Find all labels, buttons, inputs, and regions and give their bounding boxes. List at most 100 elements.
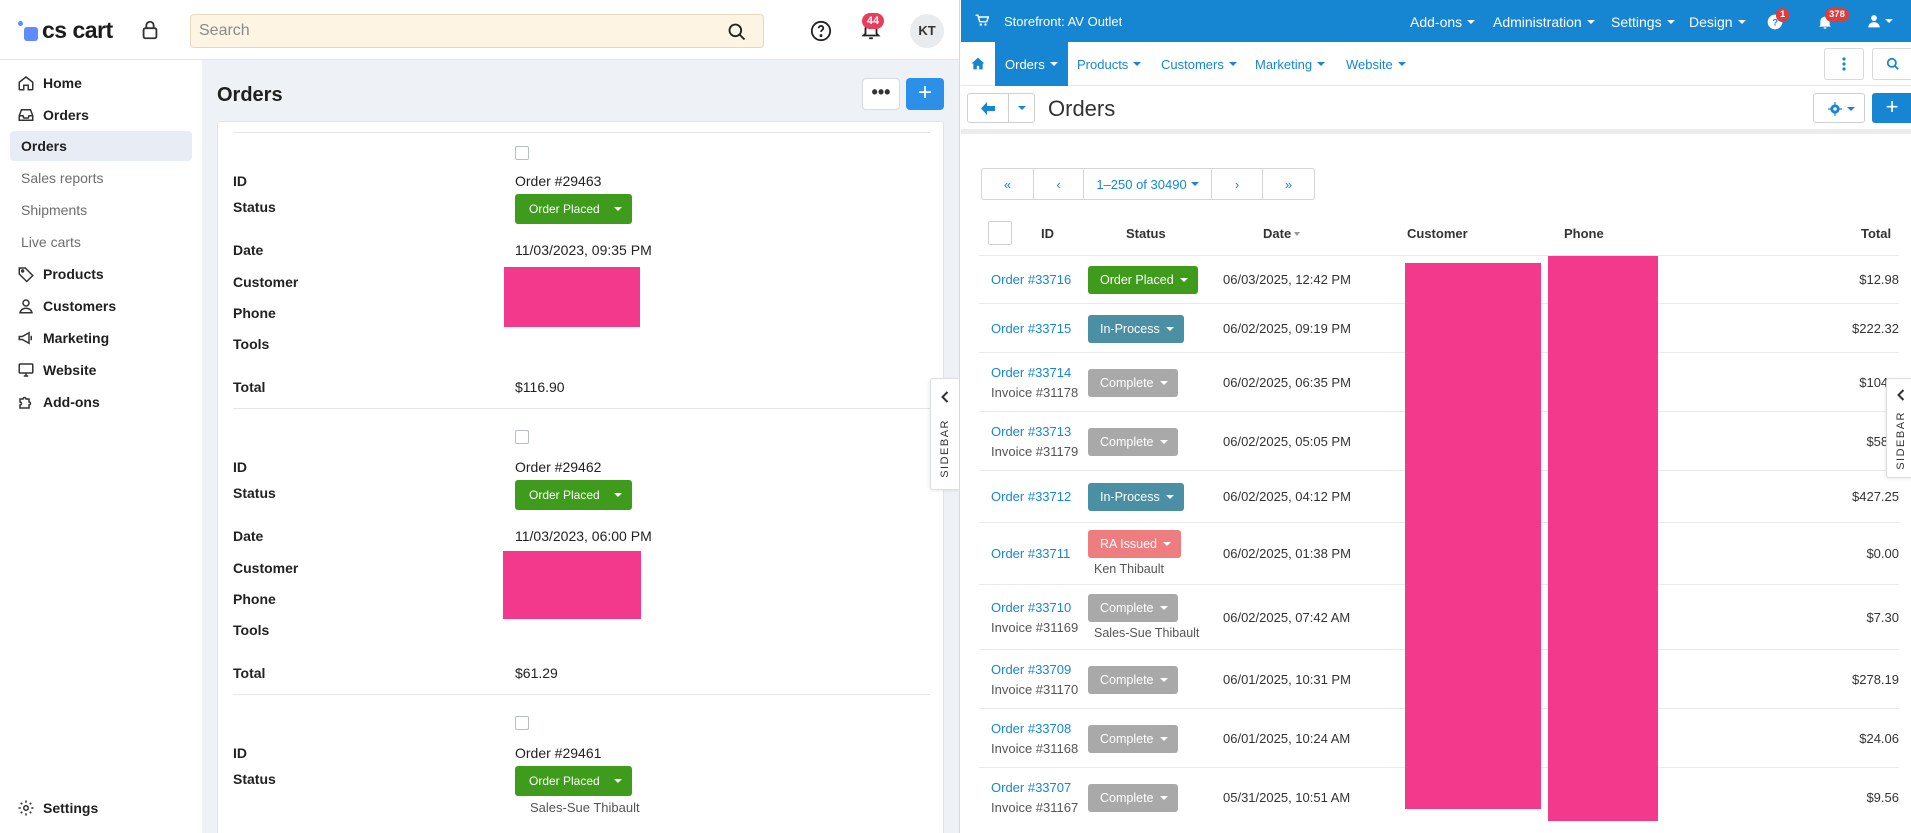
search-button[interactable]	[1872, 48, 1911, 80]
add-order-button[interactable]: +	[1872, 93, 1911, 123]
status-dropdown[interactable]: Complete	[1088, 783, 1178, 812]
order-date: 06/02/2025, 01:38 PM	[1223, 546, 1351, 561]
status-dropdown[interactable]: Complete	[1088, 665, 1178, 694]
last-page-button[interactable]: »	[1284, 176, 1293, 192]
select-all-checkbox[interactable]	[988, 221, 1012, 245]
menu-administration[interactable]: Administration	[1493, 14, 1595, 30]
caret-down-icon[interactable]	[1018, 106, 1026, 110]
column-header-phone[interactable]: Phone	[1564, 226, 1604, 241]
sidebar-item-website[interactable]: Website	[10, 355, 192, 385]
redaction-block-customer	[1405, 263, 1541, 809]
menu-design[interactable]: Design	[1689, 14, 1746, 30]
order-id-link[interactable]: Order #33713	[991, 423, 1072, 439]
next-page-button[interactable]: ›	[1212, 169, 1263, 199]
column-header-customer[interactable]: Customer	[1407, 226, 1468, 241]
tab-website[interactable]: Website	[1336, 42, 1416, 86]
lock-icon[interactable]	[139, 18, 161, 42]
back-button[interactable]	[967, 93, 1035, 123]
add-order-button[interactable]: +	[906, 78, 944, 110]
page-header: Orders +	[961, 86, 1911, 134]
column-header-date[interactable]: Date	[1263, 226, 1301, 241]
order-id-link[interactable]: Order #33708	[991, 720, 1072, 736]
more-menu-button[interactable]	[1824, 48, 1864, 80]
notification-badge: 378	[1825, 8, 1849, 22]
status-dropdown[interactable]: Order Placed	[515, 766, 632, 796]
sidebar-item-customers[interactable]: Customers	[10, 291, 192, 321]
order-id[interactable]: Order #29462	[515, 459, 602, 475]
table-row: Order #33716 Order Placed 06/03/2025, 12:4…	[979, 255, 1899, 303]
status-dropdown[interactable]: Complete	[1088, 724, 1178, 753]
sidebar-subitem-live-carts[interactable]: Live carts	[21, 234, 81, 250]
select-checkbox[interactable]	[515, 146, 529, 160]
sidebar-subitem-shipments[interactable]: Shipments	[21, 202, 88, 218]
tab-marketing[interactable]: Marketing	[1245, 42, 1335, 86]
order-id-link[interactable]: Order #33709	[991, 661, 1072, 677]
first-page-button[interactable]: «	[982, 169, 1034, 199]
search-input[interactable]	[191, 15, 691, 47]
more-actions-button[interactable]: •••	[862, 78, 900, 110]
order-id-link[interactable]: Order #33712	[991, 489, 1072, 504]
settings-dropdown-button[interactable]	[1813, 93, 1865, 123]
status-dropdown[interactable]: In-Process	[1088, 314, 1184, 343]
brand-logo[interactable]: cs cart	[18, 17, 113, 44]
user-menu[interactable]	[1867, 14, 1893, 28]
search-icon[interactable]	[727, 22, 747, 42]
tab-orders[interactable]: Orders	[995, 42, 1068, 86]
caret-down-icon	[1165, 326, 1174, 331]
storefront-link[interactable]: Storefront: AV Outlet	[1004, 14, 1123, 29]
order-id[interactable]: Order #29461	[515, 745, 602, 761]
order-id-link[interactable]: Order #33711	[991, 546, 1071, 561]
caret-down-icon	[1467, 20, 1476, 24]
status-text: Order Placed	[529, 488, 600, 502]
menu-settings[interactable]: Settings	[1611, 14, 1675, 30]
help-icon[interactable]	[810, 20, 832, 42]
column-header-status[interactable]: Status	[1126, 226, 1166, 241]
status-dropdown[interactable]: In-Process	[1088, 483, 1184, 511]
caret-down-icon	[1159, 380, 1168, 385]
column-header-id[interactable]: ID	[1041, 226, 1054, 241]
user-avatar[interactable]: KT	[910, 14, 944, 48]
caret-down-icon	[613, 493, 622, 497]
order-id-link[interactable]: Order #33716	[991, 272, 1072, 287]
order-id-link[interactable]: Order #33715	[991, 320, 1072, 336]
sidebar-item-marketing[interactable]: Marketing	[10, 323, 192, 353]
order-id-link[interactable]: Order #33710	[991, 599, 1072, 615]
sidebar-item-products[interactable]: Products	[10, 259, 192, 289]
sidebar-item-home[interactable]: Home	[10, 68, 192, 98]
sidebar-item-settings[interactable]: Settings	[10, 793, 192, 823]
chevron-left-icon	[1897, 389, 1905, 401]
invoice-number: Invoice #31178	[991, 384, 1079, 400]
page-range-label: 1–250 of 30490	[1096, 176, 1187, 192]
status-dropdown[interactable]: RA Issued	[1088, 530, 1181, 558]
tab-customers[interactable]: Customers	[1151, 42, 1247, 86]
sidebar-toggle-tab[interactable]: SIDEBAR	[1886, 378, 1911, 478]
status-dropdown[interactable]: Order Placed	[1088, 266, 1198, 294]
order-id-link[interactable]: Order #33707	[991, 779, 1072, 795]
status-dropdown[interactable]: Complete	[1088, 593, 1178, 622]
select-checkbox[interactable]	[515, 430, 529, 444]
top-bar: cs cart 44 KT	[0, 0, 959, 60]
caret-down-icon	[1165, 495, 1174, 499]
status-dropdown[interactable]: Complete	[1088, 427, 1178, 456]
sidebar-item-orders[interactable]: Orders	[10, 100, 192, 130]
sidebar-subitem-orders[interactable]: Orders	[10, 131, 192, 161]
order-id-link[interactable]: Order #33714	[991, 364, 1072, 380]
menu-addons[interactable]: Add-ons	[1410, 14, 1476, 30]
page-range-dropdown[interactable]: 1–250 of 30490	[1084, 169, 1212, 199]
order-id[interactable]: Order #29463	[515, 173, 602, 189]
sidebar-subitem-sales-reports[interactable]: Sales reports	[21, 170, 104, 186]
sidebar-toggle-tab[interactable]: SIDEBAR	[930, 378, 959, 490]
column-header-total[interactable]: Total	[1861, 226, 1892, 241]
sidebar-item-addons[interactable]: Add-ons	[10, 387, 192, 417]
tab-products[interactable]: Products	[1067, 42, 1151, 86]
order-date: 06/03/2025, 12:42 PM	[1223, 272, 1351, 287]
tab-label: Orders	[1005, 56, 1045, 72]
prev-page-button[interactable]: ‹	[1034, 169, 1084, 199]
sidebar-item-label: Products	[43, 266, 104, 282]
select-checkbox[interactable]	[515, 716, 529, 730]
home-icon[interactable]	[971, 57, 985, 70]
status-dropdown[interactable]: Complete	[1088, 368, 1178, 397]
status-dropdown[interactable]: Order Placed	[515, 194, 632, 224]
status-dropdown[interactable]: Order Placed	[515, 480, 632, 510]
caret-down-icon	[1159, 795, 1168, 800]
